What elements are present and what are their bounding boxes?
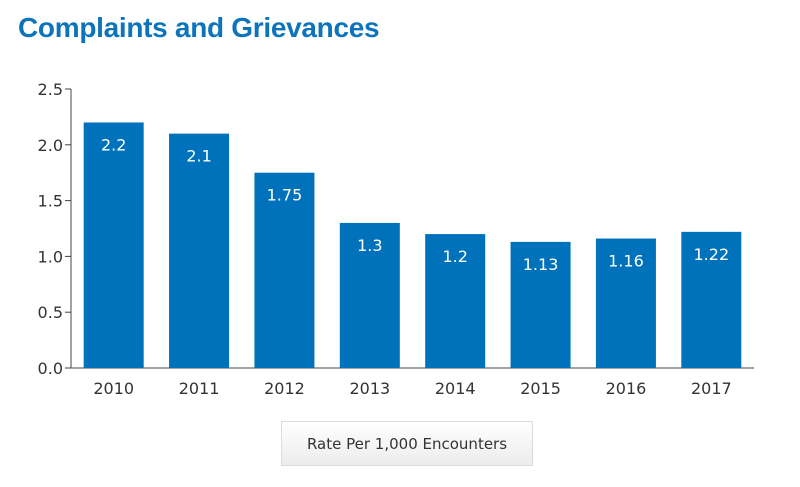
x-tick-label: 2017	[691, 379, 732, 398]
x-tick-label: 2011	[179, 379, 220, 398]
x-tick-label: 2010	[93, 379, 134, 398]
data-label: 2.1	[186, 147, 211, 166]
y-tick-label: 2.0	[38, 136, 63, 155]
data-label: 1.2	[442, 247, 467, 266]
legend-button[interactable]: Rate Per 1,000 Encounters	[281, 421, 533, 466]
bar	[425, 234, 486, 368]
y-tick-label: 1.0	[38, 247, 63, 266]
data-label: 1.75	[267, 186, 303, 205]
x-tick-label: 2015	[520, 379, 561, 398]
x-tick-label: 2012	[264, 379, 305, 398]
legend-label: Rate Per 1,000 Encounters	[306, 434, 508, 453]
page-title: Complaints and Grievances	[18, 12, 380, 43]
x-tick-label: 2013	[349, 379, 390, 398]
bar	[681, 231, 742, 368]
data-label: 1.13	[523, 255, 559, 274]
data-label: 2.2	[101, 135, 126, 154]
bar	[83, 122, 144, 368]
data-label: 1.16	[608, 252, 644, 271]
y-tick-label: 1.5	[38, 192, 63, 211]
bar	[169, 133, 230, 368]
bar	[339, 222, 400, 368]
bar	[510, 241, 571, 368]
data-label: 1.3	[357, 236, 382, 255]
y-tick-label: 2.5	[38, 80, 63, 99]
x-tick-label: 2016	[606, 379, 647, 398]
bar	[254, 172, 315, 368]
x-tick-label: 2014	[435, 379, 476, 398]
y-tick-label: 0.0	[38, 359, 63, 378]
bar	[595, 238, 656, 368]
data-label: 1.22	[694, 245, 730, 264]
y-tick-label: 0.5	[38, 303, 63, 322]
